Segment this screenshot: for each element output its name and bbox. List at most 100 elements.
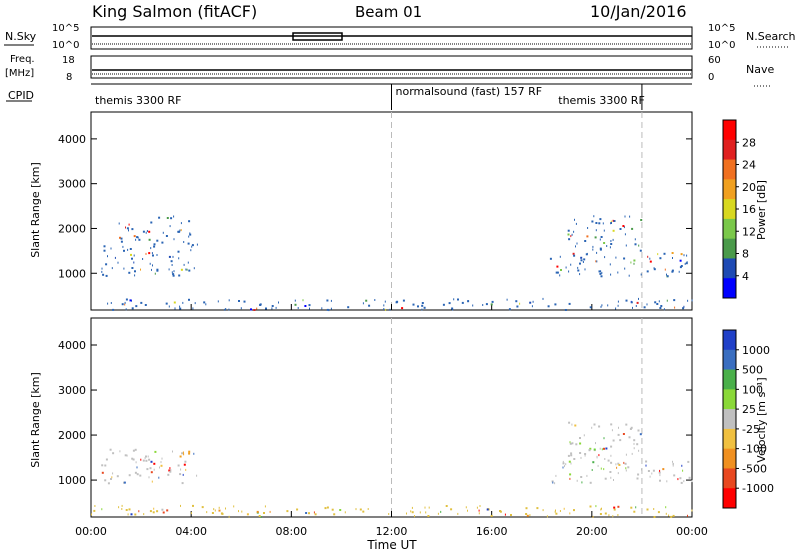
data-cell (146, 468, 149, 471)
data-cell (552, 481, 554, 484)
data-cell (135, 305, 138, 308)
data-cell (177, 230, 180, 233)
data-cell (196, 243, 198, 246)
data-cell (554, 510, 556, 513)
data-cell (165, 302, 168, 305)
colorbar-segment (723, 389, 736, 410)
data-cell (109, 448, 112, 451)
data-cell (136, 236, 139, 239)
cpid-panel: CPID themis 3300 RF normalsound (fast) 15… (6, 83, 692, 110)
y-tick-label: 4000 (58, 339, 86, 352)
colorbar-segment (723, 409, 736, 430)
data-cell (161, 241, 164, 244)
data-cell (330, 307, 332, 310)
data-cell (510, 514, 512, 516)
data-cell (575, 245, 576, 248)
data-cell (571, 423, 573, 426)
nsky-label: N.Sky (5, 30, 37, 43)
data-cell (172, 450, 173, 453)
data-cell (610, 423, 613, 426)
data-cell (611, 222, 612, 224)
plot-frame (90, 317, 693, 518)
data-cell (601, 507, 602, 510)
data-cell (563, 507, 565, 510)
data-cell (589, 306, 592, 309)
data-cell (160, 464, 163, 467)
data-cell (179, 307, 182, 310)
data-cell (634, 243, 637, 246)
data-cell (574, 424, 577, 427)
data-cell (671, 269, 674, 272)
data-cell (411, 511, 414, 514)
data-cell (214, 509, 216, 512)
colorbar-segment (723, 330, 736, 351)
data-cell (610, 273, 612, 276)
y-tick-label: 2000 (58, 222, 86, 235)
data-cell (562, 460, 564, 463)
data-cell (662, 468, 665, 471)
data-cell (153, 245, 156, 248)
x-axis-label: Time UT (366, 538, 417, 552)
data-cell (321, 307, 323, 310)
data-cell (622, 433, 625, 435)
data-cell (159, 466, 160, 469)
data-cell (414, 515, 415, 518)
data-cell (162, 231, 164, 234)
data-cell (171, 271, 173, 274)
data-cell (187, 242, 190, 245)
data-cell (240, 307, 242, 310)
data-cell (567, 229, 570, 232)
data-cell (570, 462, 572, 465)
data-cell (166, 217, 169, 219)
data-cell (185, 268, 187, 271)
data-cell (486, 508, 489, 511)
data-cell (253, 309, 256, 311)
data-cell (419, 511, 421, 514)
data-cell (649, 475, 651, 478)
data-cell (362, 510, 365, 513)
data-cell (263, 512, 265, 514)
data-cell (148, 476, 150, 479)
data-cell (659, 479, 661, 482)
data-cell (132, 449, 135, 452)
data-cell (587, 227, 589, 229)
data-cell (131, 457, 134, 460)
data-cell (659, 469, 661, 472)
data-cell (147, 455, 149, 458)
data-cell (121, 508, 123, 510)
data-cell (211, 512, 214, 514)
data-cell (632, 306, 633, 309)
data-cell (608, 514, 610, 517)
data-cell (148, 230, 151, 233)
colorbar-tick-label: 8 (742, 248, 749, 261)
data-cell (179, 473, 182, 476)
data-cell (401, 307, 404, 310)
data-cell (170, 469, 172, 472)
cpid-segment-label: themis 3300 RF (95, 94, 182, 107)
data-cell (604, 477, 607, 480)
data-cell (206, 511, 208, 514)
data-cell (637, 429, 640, 432)
data-cell (180, 229, 182, 232)
data-cell (125, 298, 128, 301)
data-cell (664, 268, 666, 271)
data-cell (687, 514, 688, 517)
data-cell (504, 513, 506, 516)
data-cell (490, 303, 493, 306)
data-cell (547, 305, 550, 308)
data-cell (188, 220, 191, 223)
data-cell (623, 226, 625, 229)
colorbar-segment (723, 120, 736, 141)
data-cell (499, 510, 501, 512)
data-cell (374, 299, 376, 301)
data-cell (156, 239, 159, 242)
data-cell (153, 462, 156, 465)
data-cell (591, 426, 593, 429)
data-cell (612, 515, 614, 518)
data-cell (411, 506, 413, 509)
data-cell (330, 299, 332, 302)
data-cell (595, 222, 598, 224)
data-cell (666, 273, 667, 276)
colorbar-segment (723, 238, 736, 259)
